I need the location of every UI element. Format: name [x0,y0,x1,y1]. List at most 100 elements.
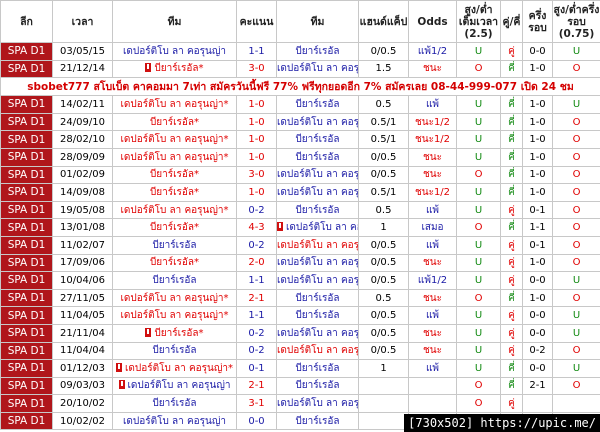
column-header: ลีก [0,0,53,43]
away: เดปอร์ติโบ ลา คอรุนญ่า [277,274,359,286]
score-cell: 0-2 [236,323,277,343]
odd-even-cell: คี่ [500,112,523,132]
ht-ou: O [572,204,581,216]
date: 10/04/06 [60,274,105,286]
date-cell: 01/12/03 [52,359,113,378]
ht-ou: U [572,362,581,374]
league-cell: SPA D1 [0,323,53,343]
odd-even-cell: คี่ [500,130,523,149]
home: บียาร์เรอัล* [149,186,200,198]
handicap: 1 [380,222,387,234]
red-card-icon [145,63,152,73]
score: 1-1 [248,45,265,57]
handicap-cell: 0/0.5 [358,306,409,325]
away-cell: เดปอร์ติโบ ลา คอรุนญ่า [276,323,359,343]
handicap: 0.5/1 [370,116,397,128]
score-cell: 1-1 [236,306,277,325]
half-time: 0-0 [529,362,546,374]
league: SPA D1 [7,239,46,252]
handicap: 1 [380,362,387,374]
handicap: 0/0.5 [370,345,397,357]
league: SPA D1 [7,344,46,357]
home: บียาร์เรอัล [152,274,197,286]
date-cell: 11/02/07 [52,235,113,255]
ht-ou-cell: U [552,306,600,325]
league: SPA D1 [7,62,46,75]
date: 01/12/03 [60,362,105,374]
ou-cell: O [456,394,501,413]
ou: U [474,134,483,146]
ht-ou: U [572,45,581,57]
handicap: 0/0.5 [370,327,397,339]
handicap-cell: 0.5/1 [358,183,409,202]
home: บียาร์เรอัล* [149,116,200,128]
score-cell: 2-1 [236,288,277,308]
odds-cell: แพ้ [408,235,457,255]
handicap-cell: 0/0.5 [358,147,409,167]
league: SPA D1 [7,98,46,111]
date-cell: 21/11/04 [52,323,113,343]
column-header: คู่/คี่ [500,0,523,43]
home-cell: บียาร์เรอัล* [112,112,237,132]
score: 0-2 [248,204,265,216]
ht-ou: O [572,116,581,128]
half-time-cell: 1-0 [522,253,553,273]
red-card-icon [116,362,122,372]
odds: แพ้ [425,362,440,374]
score-cell: 0-2 [236,200,277,220]
home-cell: เดปอร์ติโบ ลา คอรุนญ่า* [112,147,237,167]
away-cell: บียาร์เรอัล [276,42,359,61]
league: SPA D1 [7,168,46,181]
away: บียาร์เรอัล [295,380,340,392]
score-cell: 3-1 [236,394,277,413]
score-cell: 0-2 [236,235,277,255]
ht-ou-cell: U [552,42,600,61]
odds: ชนะ [423,169,442,181]
match-row: SPA D1 11/04/05 เดปอร์ติโบ ลา คอรุนญ่า* 1-1… [0,306,600,325]
away: เดปอร์ติโบ ลา คอรุนญ่า* [277,239,359,251]
column-header: แฮนด์แค็ป [358,0,409,43]
score: 1-1 [248,310,265,322]
odds-cell: ชนะ1/2 [408,183,457,202]
away-cell: บียาร์เรอัล [276,376,359,396]
odd-even-cell: คี่ [500,59,523,79]
date: 21/11/04 [60,327,105,339]
odd-even: คี่ [508,116,515,128]
ou-cell: U [456,271,501,290]
score-cell: 2-1 [236,376,277,396]
half-time-cell: 0-0 [522,271,553,290]
date-cell: 20/10/02 [52,394,113,413]
league-cell: SPA D1 [0,95,53,114]
odd-even: คี่ [508,134,515,146]
score: 0-1 [248,362,265,374]
score: 0-0 [248,415,265,427]
home: บียาร์เรอัล* [154,63,204,75]
odds-cell [408,394,457,413]
home: บียาร์เรอัล* [149,169,200,181]
score: 1-0 [248,98,265,110]
half-time: 0-0 [529,310,546,322]
odd-even: คู่ [508,257,515,269]
handicap-cell [358,376,409,396]
score: 1-0 [248,186,265,198]
away: บียาร์เรอัล [295,310,340,322]
league-cell: SPA D1 [0,271,53,290]
ou: U [474,345,483,357]
odds-cell: ชนะ1/2 [408,130,457,149]
match-row: SPA D1 24/09/10 บียาร์เรอัล* 1-0 เดปอร์ติโบ … [0,112,600,132]
half-time-cell: 0-0 [522,323,553,343]
date: 13/01/08 [60,222,105,234]
away-cell: เดปอร์ติโบ ลา คอรุนญ่า [276,253,359,273]
home-cell: บียาร์เรอัล* [112,253,237,273]
handicap-cell: 0.5/1 [358,112,409,132]
match-row: SPA D1 01/12/03 เดปอร์ติโบ ลา คอรุนญ่า* 0-1… [0,359,600,378]
home-cell: เดปอร์ติโบ ลา คอรุนญ่า* [112,359,237,378]
away: บียาร์เรอัล [295,415,340,427]
odds-cell: ชนะ [408,59,457,79]
handicap: 0.5/1 [370,134,397,146]
ht-ou-cell: U [552,95,600,114]
date: 03/05/15 [60,45,105,57]
odds: เสมอ [421,222,444,234]
odds: แพ้1/2 [417,274,448,286]
half-time-cell: 1-0 [522,130,553,149]
